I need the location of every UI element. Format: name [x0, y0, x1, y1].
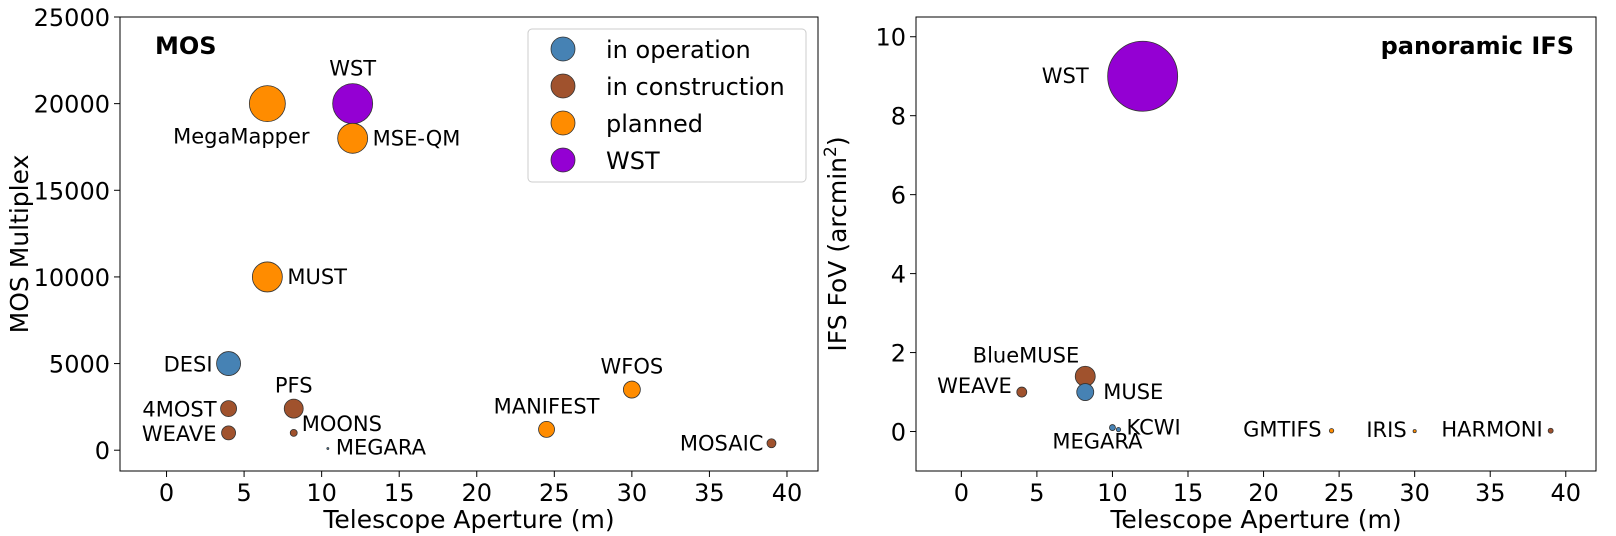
marker-pfs: [283, 398, 304, 419]
x-tick-label: 0: [159, 479, 174, 507]
y-tick-label: 10: [875, 24, 906, 52]
label-megamapper: MegaMapper: [173, 125, 310, 149]
marker-mse-qm: [337, 122, 369, 154]
marker-muse: [1076, 383, 1095, 401]
label-wfos: WFOS: [601, 355, 664, 379]
legend-marker-in-construction: [550, 73, 576, 99]
x-tick-label: 10: [306, 479, 337, 507]
y-axis-label-close: ): [823, 136, 852, 146]
y-tick-label: 20000: [34, 91, 110, 119]
label-weave: WEAVE: [142, 422, 217, 446]
y-tick-label: 8: [891, 103, 906, 131]
legend-label-planned: planned: [606, 110, 703, 138]
label-must: MUST: [287, 265, 347, 289]
legend-label-in-operation: in operation: [606, 36, 751, 64]
y-tick-label: 0: [95, 437, 110, 465]
x-tick-label: 25: [539, 479, 570, 507]
y-tick-label: 5000: [49, 351, 110, 379]
label-mosaic: MOSAIC: [680, 431, 764, 455]
y-tick-label: 25000: [34, 4, 110, 32]
marker-iris: [1412, 429, 1417, 434]
x-tick-label: 35: [694, 479, 725, 507]
label-manifest: MANIFEST: [494, 394, 600, 418]
marker-4most: [220, 400, 237, 418]
label-weave: WEAVE: [937, 374, 1012, 398]
marker-megamapper: [248, 85, 286, 123]
legend-marker-planned: [550, 110, 576, 136]
x-tick-label: 35: [1475, 479, 1506, 507]
label-mse-qm: MSE-QM: [373, 126, 461, 150]
marker-harmoni: [1547, 427, 1554, 434]
x-tick-label: 15: [1173, 479, 1204, 507]
marker-desi: [216, 351, 241, 376]
x-tick-label: 0: [954, 479, 969, 507]
marker-megara: [326, 447, 330, 450]
label-muse: MUSE: [1103, 380, 1163, 404]
label-pfs: PFS: [275, 374, 313, 398]
label-iris: IRIS: [1366, 418, 1406, 442]
plot-frame: [915, 16, 1597, 472]
marker-kcwi: [1115, 426, 1122, 433]
label-wst: WST: [1042, 64, 1089, 88]
legend-marker-WST: [550, 147, 576, 173]
x-tick-label: 30: [1399, 479, 1430, 507]
marker-must: [251, 261, 283, 293]
x-tick-label: 40: [1551, 479, 1582, 507]
x-tick-label: 20: [461, 479, 492, 507]
mos-panel: 0 5 10 15 20 25 30 35 40 0 5000 10000 15000 20000 2500…: [5, 4, 819, 534]
marker-manifest: [538, 421, 555, 438]
marker-megara: [1109, 424, 1116, 431]
marker-wfos: [622, 380, 641, 399]
y-axis-label: MOS Multiplex: [5, 155, 34, 334]
label-bluemuse: BlueMUSE: [973, 343, 1080, 367]
label-harmoni: HARMONI: [1441, 418, 1542, 442]
label-moons: MOONS: [302, 412, 382, 436]
y-tick-label: 6: [891, 182, 906, 210]
label-gmtifs: GMTIFS: [1243, 418, 1321, 442]
label-desi: DESI: [164, 353, 213, 377]
y-tick-label: 10000: [34, 264, 110, 292]
y-tick-label: 0: [891, 419, 906, 447]
x-tick-label: 25: [1324, 479, 1355, 507]
panel-label-ifs: panoramic IFS: [1381, 32, 1574, 60]
marker-weave: [221, 425, 236, 441]
label-megara: MEGARA: [1052, 430, 1143, 454]
x-tick-label: 5: [1029, 479, 1044, 507]
panel-label-mos: MOS: [155, 32, 217, 60]
legend-label-in-construction: in construction: [606, 73, 785, 101]
label-wst: WST: [329, 57, 376, 81]
y-axis-label-superscript: 2: [821, 146, 841, 157]
x-tick-label: 10: [1097, 479, 1128, 507]
x-tick-label: 30: [617, 479, 648, 507]
marker-moons: [289, 428, 298, 437]
y-tick-label: 2: [891, 340, 906, 368]
x-axis-label: Telescope Aperture (m): [1109, 505, 1401, 534]
x-tick-label: 20: [1248, 479, 1279, 507]
y-axis-label: IFS FoV (arcmin2): [821, 136, 852, 351]
y-tick-label: 15000: [34, 177, 110, 205]
legend-label-WST: WST: [606, 147, 660, 175]
marker-wst: [332, 83, 374, 125]
marker-gmtifs: [1328, 428, 1335, 434]
x-tick-label: 5: [236, 479, 251, 507]
label-4most: 4MOST: [142, 398, 216, 422]
plot-frame: [119, 16, 819, 472]
y-tick-label: 4: [891, 261, 906, 289]
legend-marker-in-operation: [550, 36, 576, 62]
x-axis-label: Telescope Aperture (m): [322, 505, 614, 534]
y-axis-label-main: IFS FoV (arcmin: [823, 157, 852, 352]
legend-box: [527, 28, 807, 183]
x-tick-label: 40: [772, 479, 803, 507]
marker-mosaic: [766, 438, 777, 449]
label-kcwi: KCWI: [1126, 416, 1180, 440]
label-megara: MEGARA: [336, 435, 427, 459]
marker-wst: [1107, 40, 1179, 112]
x-tick-label: 15: [384, 479, 415, 507]
marker-weave: [1016, 386, 1028, 398]
